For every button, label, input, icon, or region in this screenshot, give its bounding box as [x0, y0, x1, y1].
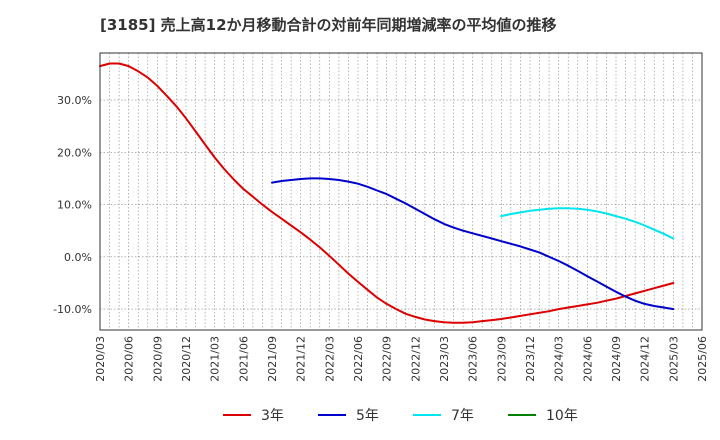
- y-tick-label: 30.0%: [57, 94, 92, 107]
- x-tick-label: 2022/06: [352, 336, 365, 382]
- y-tick-label: 0.0%: [64, 251, 92, 264]
- chart-title: [3185] 売上高12か月移動合計の対前年同期増減率の平均値の推移: [100, 16, 557, 34]
- x-tick-label: 2020/06: [123, 336, 136, 382]
- x-tick-label: 2025/06: [696, 336, 709, 382]
- y-tick-label: 20.0%: [57, 146, 92, 159]
- legend-item: 5年: [318, 404, 379, 426]
- x-tick-label: 2024/09: [610, 336, 623, 382]
- series-line-3年: [99, 62, 675, 324]
- grid-layer: [100, 53, 702, 330]
- x-tick-label: 2024/06: [581, 336, 594, 382]
- x-tick-label: 2022/03: [323, 336, 336, 382]
- legend-swatch: [318, 414, 346, 416]
- x-tick-label: 2024/12: [639, 336, 652, 382]
- x-tick-label: 2022/09: [381, 336, 394, 382]
- y-tick-label: -10.0%: [53, 303, 92, 316]
- series-line-5年: [271, 177, 675, 311]
- x-tick-label: 2020/03: [94, 336, 107, 382]
- x-tick-label: 2022/12: [409, 336, 422, 382]
- series-line-7年: [500, 207, 675, 240]
- legend-item: 10年: [508, 404, 578, 426]
- x-tick-label: 2023/09: [495, 336, 508, 382]
- legend-label: 10年: [546, 408, 578, 424]
- legend-swatch: [413, 414, 441, 416]
- x-tick-label: 2021/06: [237, 336, 250, 382]
- x-tick-label: 2023/03: [438, 336, 451, 382]
- x-tick-label: 2021/09: [266, 336, 279, 382]
- x-tick-label: 2020/12: [180, 336, 193, 382]
- plot-frame: [99, 52, 703, 331]
- x-axis-ticks: 2020/03 2020/06 2020/09 2020/12 2021/03 2021/…: [94, 336, 709, 382]
- legend-label: 7年: [451, 408, 474, 424]
- legend-label: 5年: [356, 408, 379, 424]
- x-tick-label: 2021/12: [295, 336, 308, 382]
- x-tick-label: 2021/03: [209, 336, 222, 382]
- x-tick-label: 2023/12: [524, 336, 537, 382]
- legend-item: 3年: [223, 404, 284, 426]
- y-axis-ticks: -10.0% 0.0% 10.0% 20.0% 30.0%: [53, 94, 92, 316]
- legend-swatch: [223, 414, 251, 416]
- x-tick-label: 2025/03: [667, 336, 680, 382]
- series-layer: [99, 62, 675, 324]
- legend-label: 3年: [261, 408, 284, 424]
- y-tick-label: 10.0%: [57, 199, 92, 212]
- legend-item: 7年: [413, 404, 474, 426]
- legend: 3年 5年 7年 10年: [0, 404, 720, 426]
- x-tick-label: 2023/06: [467, 336, 480, 382]
- legend-swatch: [508, 414, 536, 416]
- x-tick-label: 2020/09: [151, 336, 164, 382]
- x-tick-label: 2024/03: [553, 336, 566, 382]
